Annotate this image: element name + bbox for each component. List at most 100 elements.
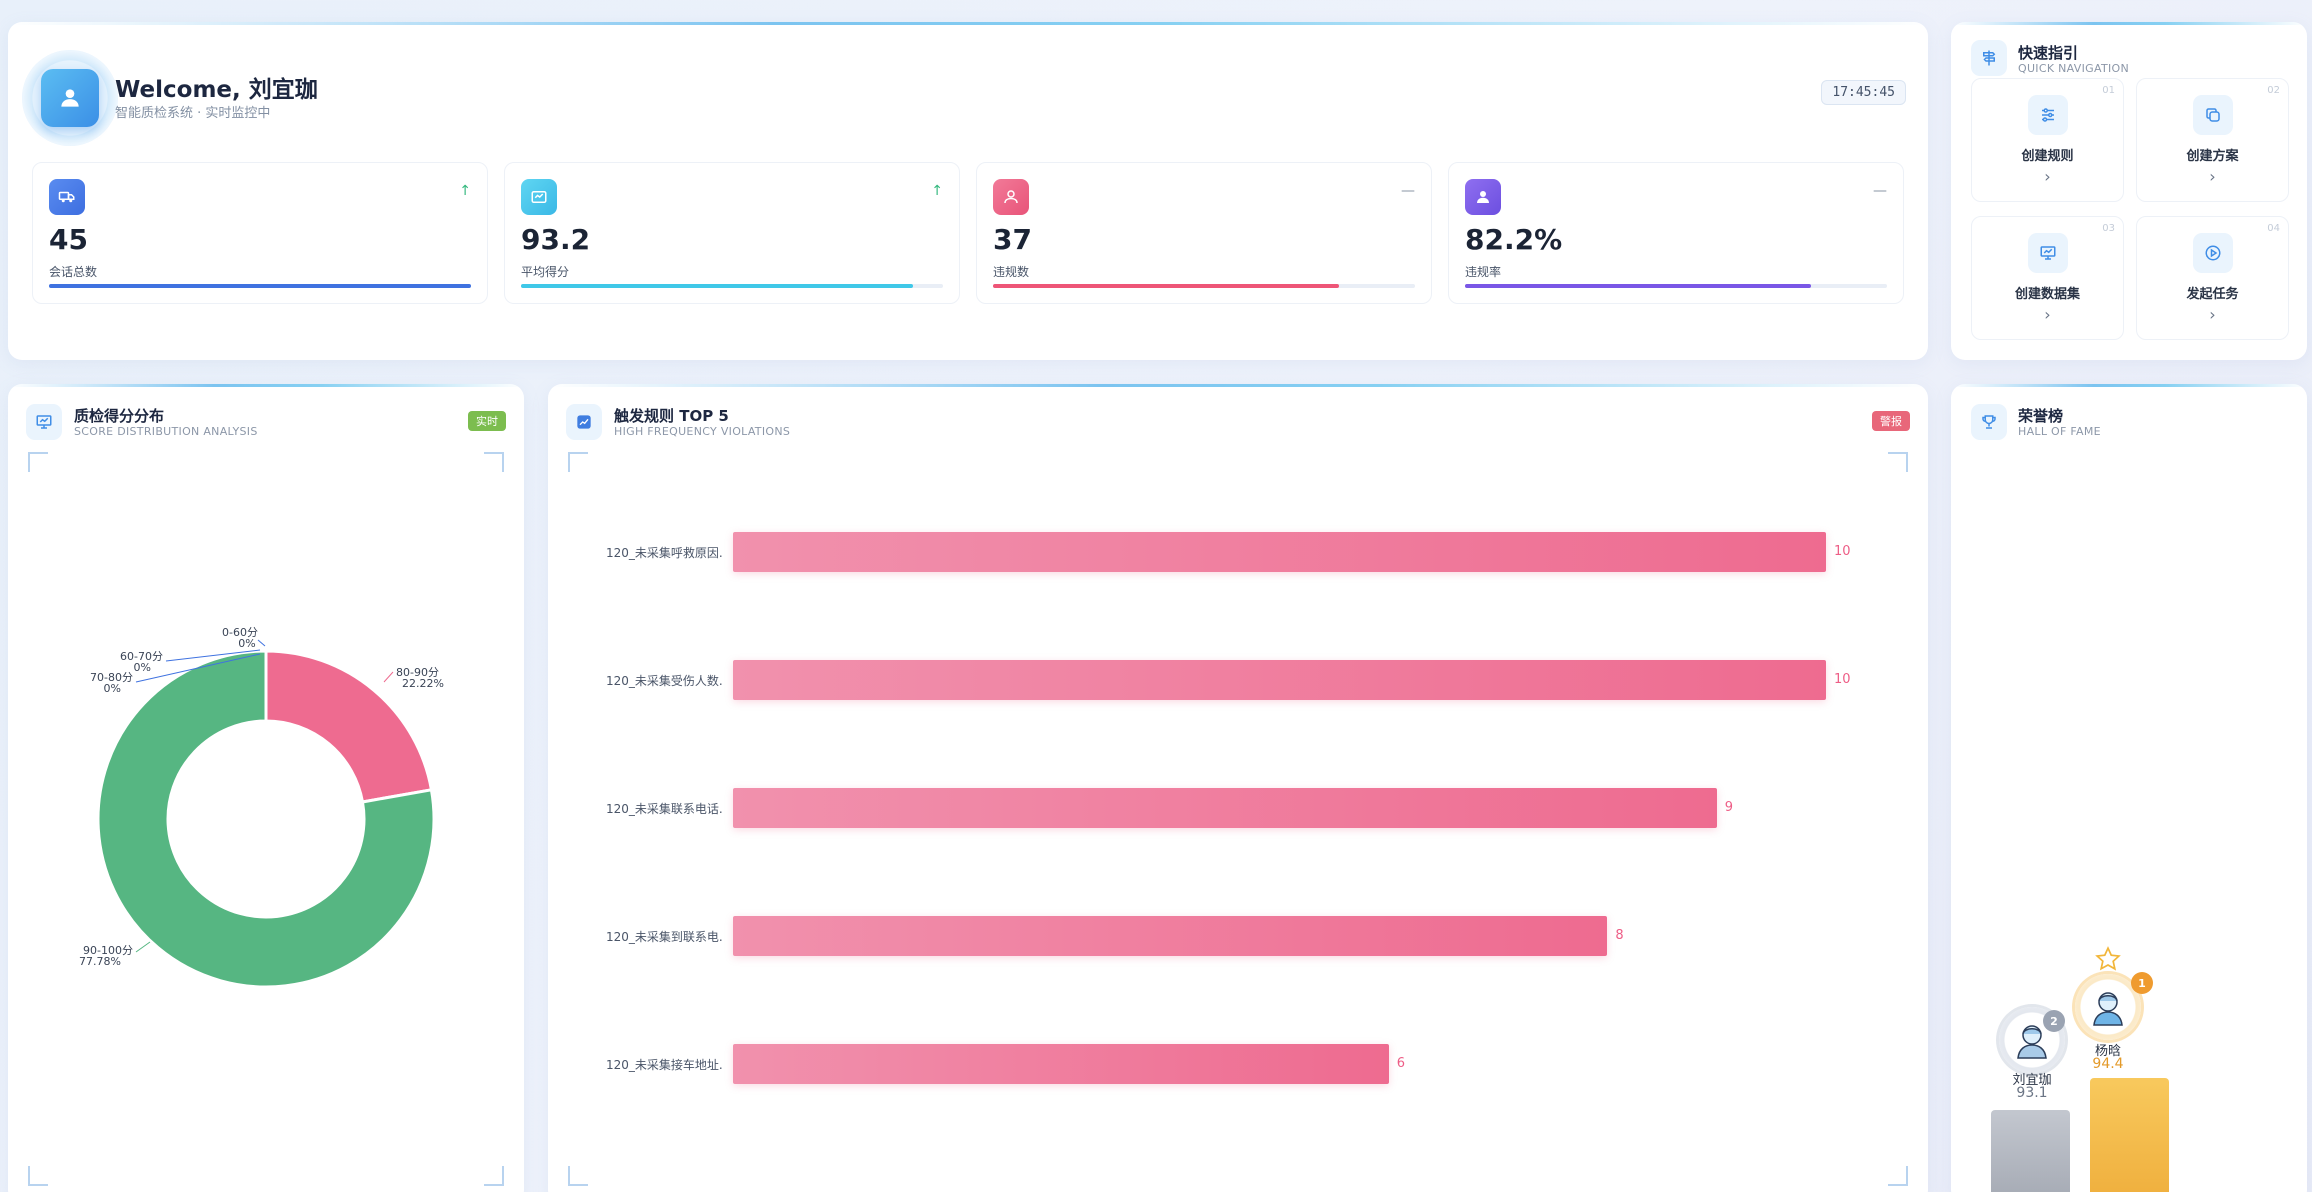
donut-value-label: 0% [104,682,121,695]
donut-value-label: 0% [238,637,255,650]
stat-label: 平均得分 [521,265,570,279]
card-subtitle: HALL OF FAME [2018,425,2101,438]
sliders-icon [2028,95,2068,135]
hall-of-fame-card: 荣誉榜 HALL OF FAME 1 杨晗 94.4 2 刘宜珈 93.1 [1951,384,2307,1192]
avatar-first [2075,974,2141,1040]
bar-label: 120_未采集接车地址... [606,1058,722,1072]
rank-badge-second: 2 [2043,1010,2065,1032]
card-subtitle: HIGH FREQUENCY VIOLATIONS [614,425,791,438]
realtime-badge: 实时 [468,411,506,431]
card-title: 质检得分分布 [74,407,165,425]
donut-leader-line [165,649,261,662]
bar[interactable] [733,532,1826,572]
welcome-card: Welcome, 刘宜珈 智能质检系统 · 实时监控中 17:45:45 ↑ 4… [8,22,1928,360]
stat-progress [521,284,943,288]
trend-flat-icon: — [1873,183,1887,199]
nav-start-task[interactable]: 04 发起任务 › [2136,216,2289,340]
score-distribution-card: 质检得分分布 SCORE DISTRIBUTION ANALYSIS 实时 0-… [8,384,524,1192]
user-icon [61,89,79,107]
podium-name-first: 杨晗 [2094,1044,2121,1059]
stat-label: 会话总数 [49,265,98,279]
donut-label: 80-90分 [396,666,439,679]
user-warning-icon [1004,190,1018,204]
top5-violations-card: 触发规则 TOP 5 HIGH FREQUENCY VIOLATIONS 警报 … [548,384,1928,1192]
bar-value-label: 10 [1834,544,1851,559]
donut-label: 70-80分 [90,671,133,684]
stat-label: 违规数 [993,265,1030,279]
stat-progress [1465,284,1887,288]
stat-progress [993,284,1415,288]
chevron-right-icon: › [2209,167,2216,186]
podium-score-second: 93.1 [2016,1085,2048,1101]
stat-card-violations: — 37 违规数 [976,162,1432,304]
card-title: 快速指引 [2018,44,2079,62]
card-subtitle: QUICK NAVIGATION [2018,62,2130,75]
trend-up-icon: ↑ [459,183,471,199]
quick-navigation-card: 快速指引 QUICK NAVIGATION 01 创建规则 › 02 创建方案 … [1951,22,2307,360]
nav-create-dataset[interactable]: 03 创建数据集 › [1971,216,2124,340]
signpost-icon [1971,40,2007,76]
donut-leader-line [383,671,394,683]
chevron-right-icon: › [2209,305,2216,324]
welcome-subtitle: 智能质检系统 · 实时监控中 [115,106,271,121]
rank-badge-first: 1 [2131,972,2153,994]
stat-value: 82.2% [1465,223,1563,256]
donut-leader-line [135,941,151,953]
card-title: 触发规则 TOP 5 [614,407,729,425]
bar-value-label: 10 [1834,672,1851,687]
donut-slice[interactable] [96,649,436,989]
trend-flat-icon: — [1401,183,1415,199]
person-avatar-icon [2017,1025,2047,1059]
nav-create-plan[interactable]: 02 创建方案 › [2136,78,2289,202]
podium-score-first: 94.4 [2092,1056,2124,1072]
stat-value: 93.2 [521,223,591,256]
bar-value-label: 8 [1615,928,1624,943]
donut-label: 0-60分 [222,626,258,639]
donut-value-label: 0% [134,661,151,674]
play-icon [2193,233,2233,273]
alert-badge: 警报 [1872,411,1910,431]
copy-icon [2193,95,2233,135]
stat-progress [49,284,471,288]
podium-name-second: 刘宜珈 [2012,1073,2052,1088]
score-card-icon [531,191,547,203]
bar[interactable] [733,660,1826,700]
stat-card-sessions: ↑ 45 会话总数 [32,162,488,304]
bar-label: 120_未采集到联系电... [606,930,722,944]
stat-label: 违规率 [1465,265,1502,279]
person-avatar-icon [2093,992,2123,1026]
chevron-right-icon: › [2044,167,2051,186]
donut-label: 60-70分 [120,650,163,663]
card-title: 荣誉榜 [2018,407,2064,425]
donut-label: 90-100分 [83,944,133,957]
welcome-title: Welcome, 刘宜珈 [115,77,318,103]
chevron-right-icon: › [2044,305,2051,324]
nav-create-rule[interactable]: 01 创建规则 › [1971,78,2124,202]
bar[interactable] [733,1044,1389,1084]
donut-slice[interactable] [264,649,434,804]
stat-card-violation-rate: — 82.2% 违规率 [1448,162,1904,304]
donut-value-label: 77.78% [79,955,121,968]
presentation-icon [2028,233,2068,273]
stat-value: 45 [49,223,88,256]
presentation-chart-icon [26,404,62,440]
podium-block-second [1991,1110,2070,1192]
donut-leader-line [135,653,261,683]
bar[interactable] [733,788,1717,828]
donut-value-label: 22.22% [402,677,444,690]
bar[interactable] [733,916,1608,956]
bar-label: 120_未采集联系电话... [606,802,722,816]
trophy-icon [1971,404,2007,440]
truck-icon [58,191,75,203]
avatar [22,50,118,146]
donut-leader-line [257,639,266,647]
trend-chart-icon [566,404,602,440]
bar-label: 120_未采集呼救原因... [606,546,722,560]
bar-label: 120_未采集受伤人数... [606,674,722,688]
bar-value-label: 9 [1724,800,1733,815]
bar-value-label: 6 [1396,1056,1406,1071]
podium-block-first [2090,1078,2169,1192]
user-icon [1477,191,1489,203]
score-donut-chart: 0-60分0%60-70分0%70-80分0%80-90分22.22%90-10… [79,626,444,989]
trend-up-icon: ↑ [931,183,943,199]
